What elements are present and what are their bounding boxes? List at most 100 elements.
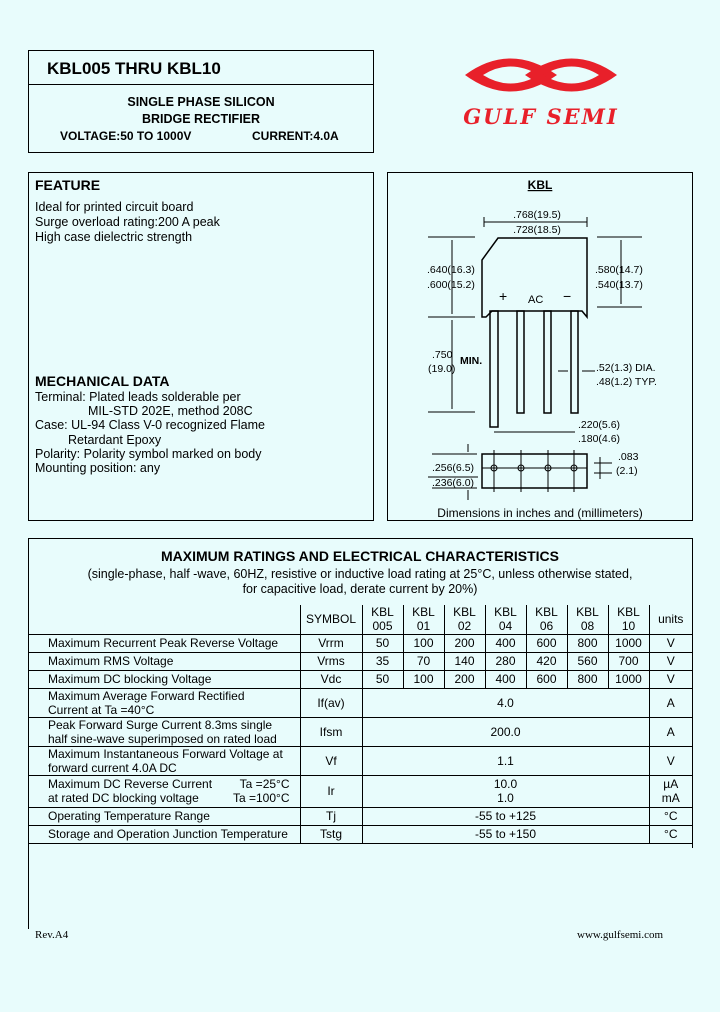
- row-description: Storage and Operation Junction Temperatu…: [28, 824, 301, 844]
- dim-label: .768(19.5): [513, 209, 561, 221]
- cell-text: Current at Ta =40°C: [48, 702, 155, 717]
- cell-text: A: [666, 695, 675, 710]
- cell-text: Maximum RMS Voltage: [48, 654, 174, 668]
- svg-text:GULF SEMI: GULF SEMI: [463, 104, 618, 128]
- cell-text: Ir: [327, 784, 335, 798]
- feature-item: High case dielectric strength: [35, 230, 193, 244]
- row-units: V: [648, 669, 692, 689]
- row-units: A: [648, 716, 692, 747]
- cell-text: Maximum Instantaneous Forward Voltage at: [48, 746, 283, 761]
- cell-text: Vrrm: [318, 636, 344, 650]
- ac-terminal-label: AC: [528, 294, 543, 306]
- cell-text: 800: [577, 672, 598, 686]
- cell-text: 600: [536, 636, 557, 650]
- cell-text: Tstg: [319, 827, 342, 841]
- cell-text: 70: [416, 654, 431, 668]
- cell-text: KBL: [371, 605, 394, 620]
- cell-text: µA: [663, 777, 679, 791]
- cell-text: -55 to +150: [474, 827, 537, 841]
- row-description: Operating Temperature Range: [28, 806, 301, 826]
- row-value: -55 to +125: [361, 806, 650, 826]
- row-description: Maximum Recurrent Peak Reverse Voltage: [28, 633, 301, 653]
- row-value: 200: [443, 633, 486, 653]
- cell-text: Maximum DC blocking Voltage: [48, 672, 212, 686]
- row-value: 35: [361, 651, 404, 671]
- row-value: 70: [402, 651, 445, 671]
- row-description: Maximum DC blocking Voltage: [28, 669, 301, 689]
- page-title: KBL005 THRU KBL10: [47, 59, 221, 78]
- mechanical-title: MECHANICAL DATA: [35, 373, 170, 389]
- table-row: Maximum DC blocking Voltage Vdc 50 100 200 40…: [28, 669, 692, 689]
- feature-item: Ideal for printed circuit board: [35, 200, 194, 214]
- row-value: 200.0: [361, 716, 650, 747]
- website-link[interactable]: www.gulfsemi.com: [577, 929, 664, 941]
- row-value: 280: [484, 651, 527, 671]
- header-part: KBL 08: [566, 605, 609, 635]
- cell-text: °C: [664, 827, 678, 841]
- cell-text: KBL: [617, 605, 640, 620]
- row-value: -55 to +150: [361, 824, 650, 844]
- row-value: 4.0: [361, 687, 650, 718]
- row-value: 10.0 1.0: [361, 774, 650, 808]
- header-units: units: [648, 605, 692, 635]
- header-part: KBL 06: [525, 605, 568, 635]
- dim-label: .48(1.2) TYP.: [596, 376, 657, 388]
- cell-text: Ta =100°C: [232, 791, 290, 805]
- plus-terminal-label: +: [499, 288, 507, 304]
- cell-text: A: [666, 724, 675, 739]
- table-row: Operating Temperature Range Tj -55 to +125…: [28, 806, 692, 826]
- cell-text: half sine-wave superimposed on rated loa…: [48, 731, 277, 746]
- row-value: 420: [525, 651, 568, 671]
- dim-label: .540(13.7): [595, 279, 643, 291]
- cell-text: 800: [577, 636, 598, 650]
- dim-label: .750: [432, 349, 453, 361]
- row-symbol: If(av): [299, 687, 363, 718]
- header-part: KBL 04: [484, 605, 527, 635]
- ratings-note: for capacitive load, derate current by 2…: [242, 582, 478, 596]
- table-row: Maximum RMS Voltage Vrms 35 70 140 280 420 560 7…: [28, 651, 692, 671]
- cell-text: 1000: [615, 672, 642, 686]
- row-symbol: Vrms: [299, 651, 363, 671]
- dim-label: .600(15.2): [427, 279, 475, 291]
- dim-label: .083: [618, 451, 639, 463]
- cell-text: 280: [495, 654, 516, 668]
- row-description: Maximum RMS Voltage: [28, 651, 301, 671]
- cell-text: V: [666, 672, 675, 686]
- dim-label: MIN.: [460, 355, 482, 367]
- row-value: 700: [607, 651, 650, 671]
- cell-text: If(av): [317, 695, 345, 710]
- mechanical-line: Polarity: Polarity symbol marked on body: [35, 447, 262, 461]
- row-value: 50: [361, 633, 404, 653]
- feature-title: FEATURE: [35, 177, 101, 193]
- cell-text: 200: [454, 672, 475, 686]
- cell-text: 1.1: [497, 753, 514, 768]
- table-row: Peak Forward Surge Current 8.3ms single h…: [28, 716, 692, 747]
- row-units: µA mA: [648, 774, 692, 808]
- dim-label: .52(1.3) DIA.: [596, 362, 656, 374]
- cell-text: 140: [454, 654, 475, 668]
- row-value: 200: [443, 669, 486, 689]
- row-symbol: Ir: [299, 774, 363, 808]
- cell-text: 420: [536, 654, 557, 668]
- cell-text: units: [658, 612, 684, 627]
- row-units: V: [648, 651, 692, 671]
- row-value: 400: [484, 669, 527, 689]
- cell-text: Vdc: [320, 672, 342, 686]
- revision: Rev.A4: [35, 929, 69, 941]
- current-spec: CURRENT:4.0A: [252, 129, 339, 143]
- cell-text: 10: [621, 619, 636, 634]
- dim-label: .180(4.6): [578, 433, 620, 445]
- divider: [28, 84, 374, 85]
- row-value: 100: [402, 633, 445, 653]
- table-row: Maximum DC Reverse Current Ta =25°C at rat…: [28, 774, 692, 808]
- header-symbol: SYMBOL: [299, 605, 363, 635]
- subtitle-1: SINGLE PHASE SILICON: [127, 95, 275, 109]
- cell-text: 600: [536, 672, 557, 686]
- cell-text: 1000: [615, 636, 642, 650]
- row-symbol: Vdc: [299, 669, 363, 689]
- cell-text: 700: [618, 654, 639, 668]
- cell-text: 08: [580, 619, 595, 634]
- row-symbol: Tstg: [299, 824, 363, 844]
- cell-text: KBL: [494, 605, 517, 620]
